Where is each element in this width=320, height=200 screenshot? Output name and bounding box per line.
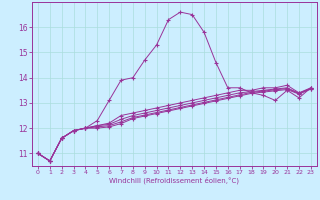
X-axis label: Windchill (Refroidissement éolien,°C): Windchill (Refroidissement éolien,°C) xyxy=(109,177,239,184)
